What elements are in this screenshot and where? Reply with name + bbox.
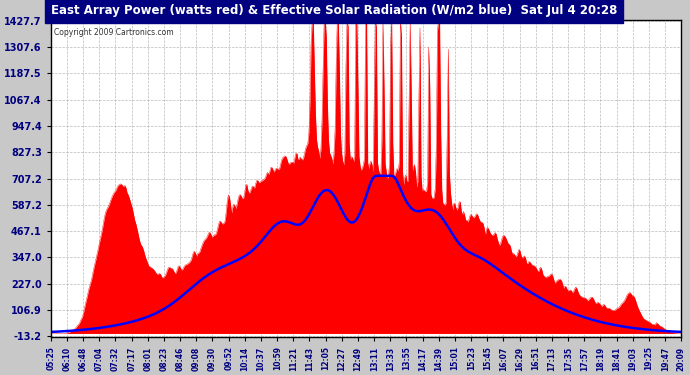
Text: East Array Power (watts red) & Effective Solar Radiation (W/m2 blue)  Sat Jul 4 : East Array Power (watts red) & Effective…	[51, 4, 617, 17]
Text: Copyright 2009 Cartronics.com: Copyright 2009 Cartronics.com	[54, 28, 174, 37]
